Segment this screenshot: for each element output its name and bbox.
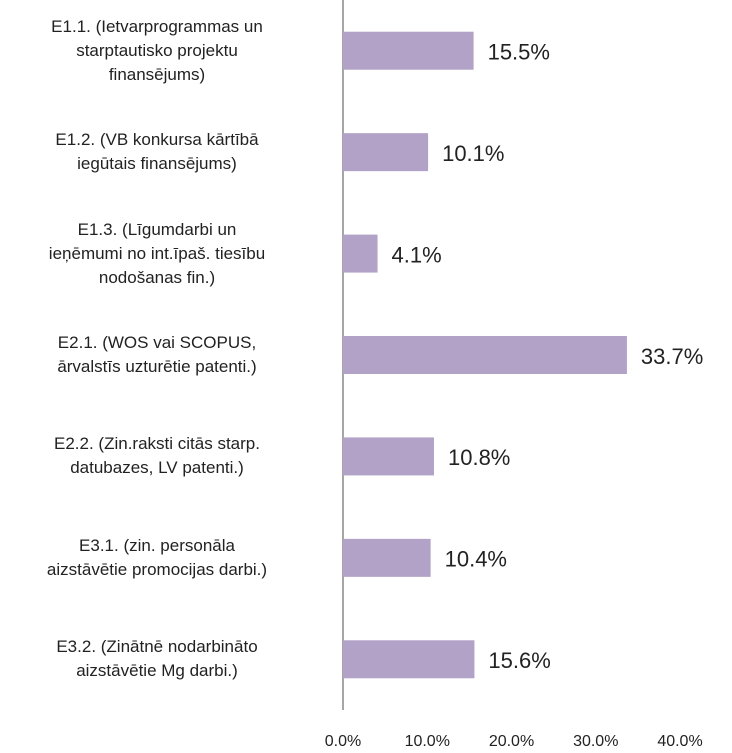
value-label: 33.7% <box>641 344 703 369</box>
x-tick-label: 20.0% <box>489 733 534 750</box>
bar <box>343 437 434 476</box>
category-label: E2.1. (WOS vai SCOPUS, ārvalstīs uzturēt… <box>57 333 257 376</box>
bar <box>343 538 431 577</box>
value-label: 10.1% <box>442 141 504 166</box>
value-label: 15.6% <box>488 648 550 673</box>
value-label: 15.5% <box>488 40 550 65</box>
x-tick-label: 0.0% <box>325 733 361 750</box>
category-label: E1.3. (Līgumdarbi un ieņēmumi no int.īpa… <box>48 219 266 287</box>
category-label: E1.2. (VB konkursa kārtībā iegūtais fina… <box>55 130 259 174</box>
category-label: E3.2. (Zinātnē nodarbināto aizstāvētie M… <box>56 637 258 681</box>
bar <box>343 640 475 679</box>
category-label: E3.1. (zin. personāla aizstāvētie promoc… <box>46 535 268 579</box>
category-label: E1.1. (Ietvarprogrammas un starptautisko… <box>51 16 263 84</box>
value-label: 4.1% <box>392 242 442 267</box>
bar <box>343 336 627 374</box>
bar <box>343 31 474 70</box>
value-label: 10.8% <box>448 445 510 470</box>
bar <box>343 234 378 273</box>
category-label: E2.2. (Zin.raksti citās starp. datubazes… <box>54 434 260 478</box>
x-tick-label: 40.0% <box>657 733 702 750</box>
bar <box>343 133 429 172</box>
value-label: 10.4% <box>445 547 507 572</box>
x-tick-label: 30.0% <box>573 733 618 750</box>
x-tick-label: 10.0% <box>405 733 450 750</box>
